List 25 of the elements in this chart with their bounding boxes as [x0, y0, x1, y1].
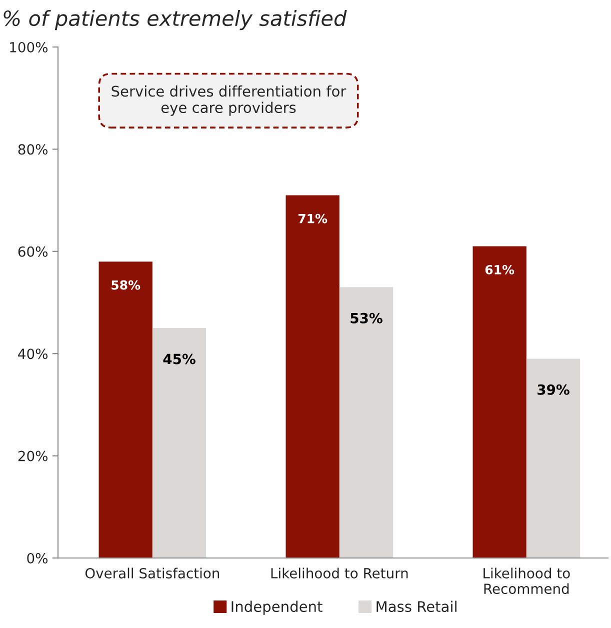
legend-label: Independent [232, 600, 322, 615]
y-tick-label: 100% [10, 42, 48, 52]
x-tick-label: Overall Satisfaction [85, 568, 220, 578]
x-tick-label: Likelihood to Recommend [484, 568, 570, 594]
y-tick-label: 60% [18, 246, 48, 257]
chart-title: % of patients extremely satisfied [4, 10, 347, 30]
legend-label: Mass Retail [376, 600, 456, 612]
y-tick-label: 20% [18, 450, 48, 462]
bar [286, 195, 340, 558]
bar [472, 246, 526, 558]
annotation: Service drives differentiation for eye care providers [112, 85, 346, 116]
data-label: 61% [485, 264, 514, 274]
y-tick-label: 40% [18, 348, 48, 360]
y-tick-label: 0% [27, 552, 48, 564]
bar [98, 262, 152, 558]
x-tick-label: Likelihood to Return [271, 568, 408, 578]
bar [152, 328, 206, 558]
data-label: 45% [163, 354, 196, 364]
bar [526, 358, 580, 558]
bar [339, 287, 394, 558]
data-label: 58% [112, 280, 140, 290]
data-label: 53% [350, 312, 382, 324]
data-label: 71% [298, 214, 328, 224]
data-label: 39% [538, 384, 570, 395]
y-tick-label: 80% [18, 144, 48, 155]
